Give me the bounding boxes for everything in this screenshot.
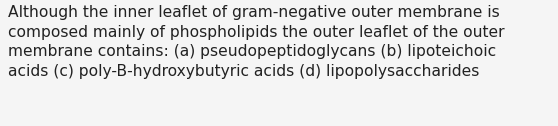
Text: Although the inner leaflet of gram-negative outer membrane is
composed mainly of: Although the inner leaflet of gram-negat… xyxy=(8,5,505,79)
